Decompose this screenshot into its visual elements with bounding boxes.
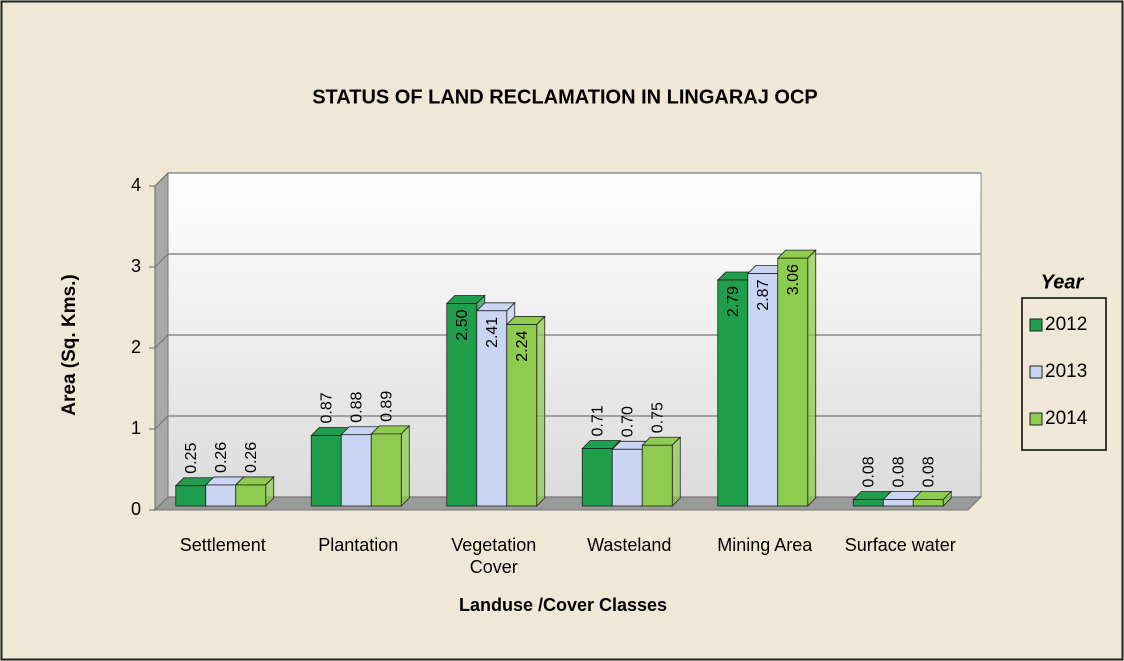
grid-line — [154, 415, 981, 430]
data-label: 0.08 — [920, 456, 937, 487]
x-tick-label: Settlement — [179, 535, 266, 555]
bar-side — [536, 315, 546, 507]
bar — [370, 433, 402, 507]
grid-line — [154, 334, 981, 349]
y-tick-label: 4 — [131, 175, 141, 195]
data-label: 0.70 — [619, 406, 636, 437]
bar — [641, 444, 673, 507]
bar — [506, 324, 538, 507]
data-label: 0.08 — [890, 456, 907, 487]
legend-swatch — [1029, 412, 1043, 426]
bar — [717, 279, 749, 507]
legend-box — [1021, 297, 1107, 451]
data-label: 2.24 — [514, 330, 531, 361]
x-tick-label: Plantation — [318, 535, 399, 555]
bar — [912, 499, 944, 507]
y-axis-label: Area (Sq. Kms.) — [59, 274, 80, 415]
data-label: 0.87 — [318, 392, 335, 423]
bar — [310, 435, 342, 507]
grid-line — [154, 172, 981, 187]
x-tick-label: Wasteland — [587, 535, 672, 555]
bar — [476, 310, 508, 507]
bar — [340, 434, 372, 507]
legend-label: 2013 — [1045, 361, 1087, 382]
data-label: 0.75 — [649, 402, 666, 433]
x-tick-label: Surface water — [844, 535, 956, 555]
data-label: 0.25 — [183, 443, 200, 474]
data-label: 0.88 — [348, 391, 365, 422]
data-label: 0.71 — [589, 405, 606, 436]
bar — [446, 303, 478, 507]
legend-label: 2014 — [1045, 408, 1088, 429]
bar — [882, 499, 914, 507]
bar-side — [671, 436, 681, 507]
data-label: 0.08 — [860, 456, 877, 487]
x-axis-label: Landuse /Cover Classes — [459, 595, 667, 615]
bar — [747, 273, 779, 507]
bar — [852, 499, 884, 507]
data-label: 2.79 — [725, 286, 742, 317]
bar — [611, 448, 643, 507]
data-label: 0.26 — [243, 442, 260, 473]
data-label: 2.50 — [454, 309, 471, 340]
data-label: 0.89 — [378, 391, 395, 422]
bar — [235, 484, 267, 507]
x-tick-label: Mining Area — [717, 535, 813, 555]
grid-line — [154, 496, 981, 511]
bar — [175, 485, 207, 507]
legend-swatch — [1029, 365, 1043, 379]
data-label: 2.87 — [755, 279, 772, 310]
bar — [777, 257, 809, 507]
bar — [205, 484, 237, 507]
y-tick-label: 1 — [131, 418, 141, 438]
bar-side — [400, 424, 410, 507]
y-tick-label: 2 — [131, 337, 141, 357]
data-label: 3.06 — [785, 264, 802, 295]
legend-swatch — [1029, 318, 1043, 332]
chart-title: STATUS OF LAND RECLAMATION IN LINGARAJ O… — [312, 86, 818, 108]
y-tick-label: 3 — [131, 256, 141, 276]
bar-side — [807, 249, 817, 507]
grid-line — [154, 253, 981, 268]
bar — [581, 448, 613, 507]
data-label: 0.26 — [213, 442, 230, 473]
x-tick-label: Vegetation Cover — [451, 535, 537, 577]
legend-title: Year — [1041, 271, 1085, 293]
y-tick-label: 0 — [131, 499, 141, 519]
legend-label: 2012 — [1045, 314, 1087, 335]
data-label: 2.41 — [484, 317, 501, 348]
